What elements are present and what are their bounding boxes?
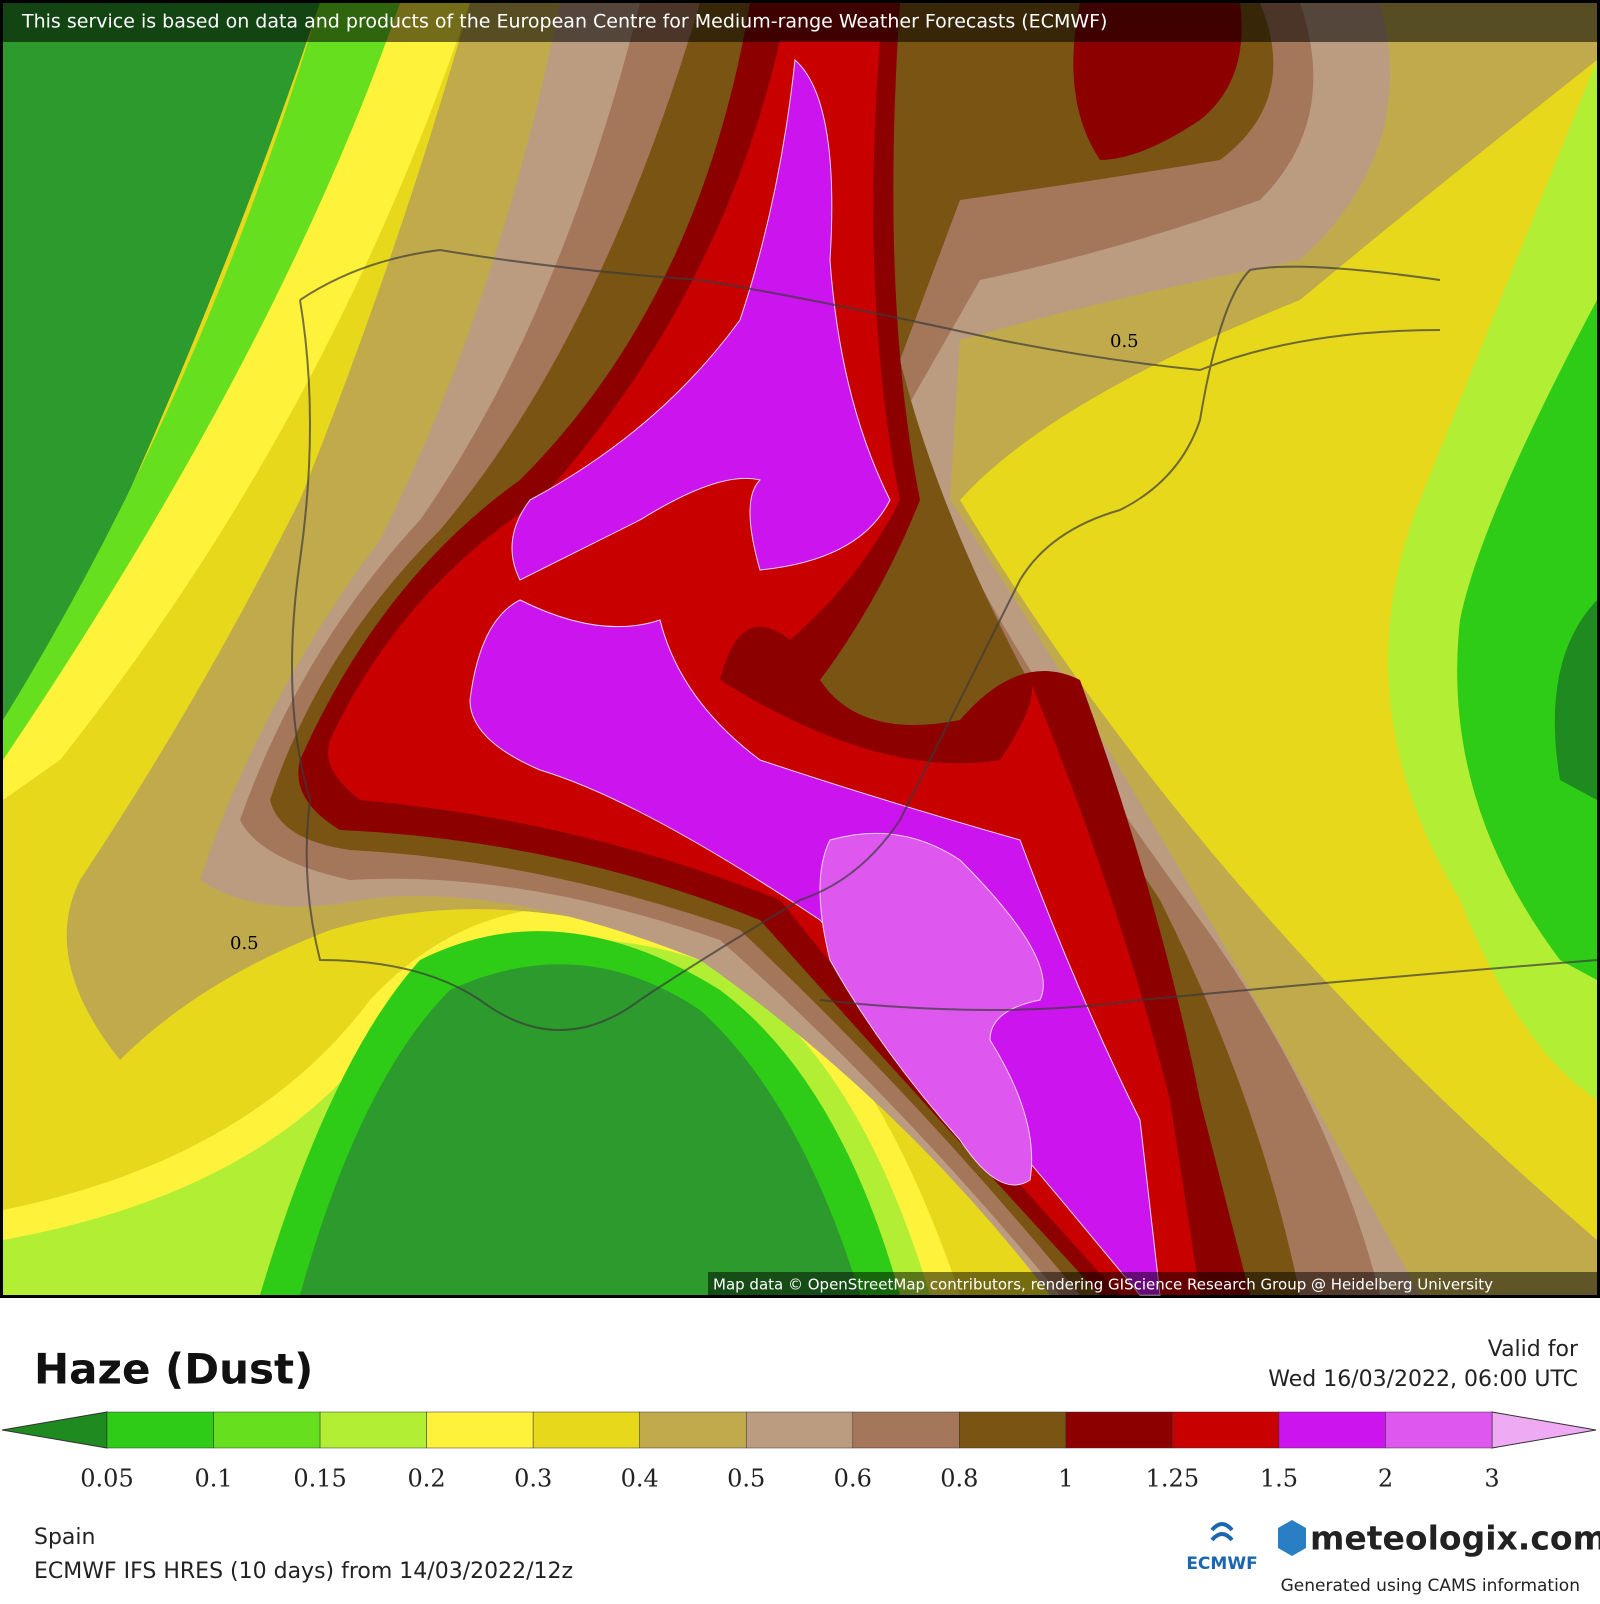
notice-bar <box>0 0 1600 42</box>
legend-swatch <box>213 1411 321 1449</box>
region: Spain <box>34 1525 95 1550</box>
legend-label: 0.1 <box>194 1465 232 1493</box>
legend-label: 2 <box>1378 1465 1393 1493</box>
legend-swatch <box>639 1411 747 1449</box>
legend: 0.05 0.1 0.15 0.2 0.3 0.4 0.5 0.6 0.8 1 1.25 1.5 2 3 <box>1 1411 1597 1493</box>
legend-low-arrow <box>1 1411 108 1449</box>
legend-swatch <box>745 1411 854 1449</box>
band <box>1457 300 1597 980</box>
legend-swatch <box>319 1411 427 1449</box>
legend-swatch <box>532 1411 640 1449</box>
map: 0.5 0.5 This service is based on data an… <box>0 0 1600 1298</box>
legend-swatch <box>1065 1411 1173 1449</box>
legend-swatch <box>852 1411 960 1449</box>
band <box>3 3 400 760</box>
attribution: Map data © OpenStreetMap contributors, r… <box>713 1276 1493 1294</box>
legend-swatch <box>1172 1411 1280 1449</box>
legend-label: 0.05 <box>80 1465 133 1493</box>
legend-swatch <box>1385 1411 1493 1449</box>
brand: meteologix.com <box>1310 1519 1600 1558</box>
borders <box>291 248 1598 1031</box>
notice: This service is based on data and produc… <box>21 11 1107 33</box>
band <box>300 964 860 1295</box>
attribution-bar <box>708 1272 1597 1295</box>
legend-label: 0.2 <box>408 1465 446 1493</box>
legend-label: 3 <box>1484 1465 1499 1493</box>
legend-label: 0.5 <box>727 1465 765 1493</box>
legend-label: 0.3 <box>514 1465 552 1493</box>
legend-label: 1.5 <box>1260 1465 1298 1493</box>
band <box>3 3 470 800</box>
legend-label: 0.4 <box>621 1465 659 1493</box>
legend-swatch <box>106 1411 214 1449</box>
band <box>1554 600 1597 800</box>
legend-label: 1.25 <box>1146 1465 1199 1493</box>
ecmwf-icon <box>1210 1522 1234 1542</box>
legend-label: 0.6 <box>834 1465 872 1493</box>
valid-label: Valid for <box>1488 1337 1579 1362</box>
contour-label: 0.5 <box>1110 331 1139 352</box>
legend-swatch <box>426 1411 534 1449</box>
title: Haze (Dust) <box>34 1345 313 1394</box>
contour-label: 0.5 <box>230 933 259 954</box>
legend-label: 1 <box>1058 1465 1073 1493</box>
sea-clear-west <box>3 3 320 720</box>
ecmwf-logo: ECMWF <box>1186 1554 1257 1574</box>
band <box>511 58 891 581</box>
brand-icon <box>1278 1520 1306 1556</box>
credit: Generated using CAMS information <box>1281 1576 1580 1596</box>
legend-swatch <box>1278 1411 1386 1449</box>
legend-swatch <box>959 1411 1067 1449</box>
band <box>1073 3 1242 160</box>
valid-time: Wed 16/03/2022, 06:00 UTC <box>1268 1367 1578 1392</box>
legend-label: 0.8 <box>940 1465 978 1493</box>
legend-label: 0.15 <box>293 1465 346 1493</box>
model: ECMWF IFS HRES (10 days) from 14/03/2022… <box>34 1559 573 1584</box>
legend-high-arrow <box>1491 1411 1597 1449</box>
